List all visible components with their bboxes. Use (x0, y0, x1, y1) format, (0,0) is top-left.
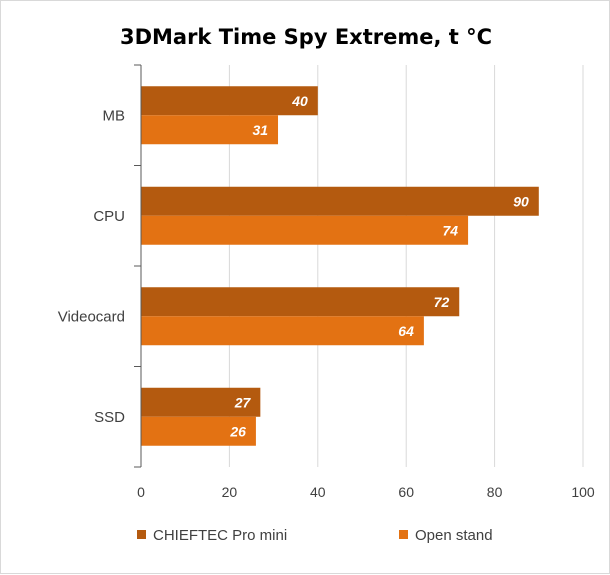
x-tick-label-60: 60 (398, 484, 414, 500)
legend-label-open-stand: Open stand (415, 527, 493, 544)
data-label-open-stand-mb: 31 (252, 122, 268, 138)
x-tick-label-100: 100 (571, 484, 595, 500)
bars (141, 86, 539, 446)
legend: CHIEFTEC Pro mini Open stand (137, 527, 493, 544)
data-label-chieftec-cpu: 90 (513, 193, 529, 209)
labels: 0 20 40 60 80 100 MB CPU Videocard SSD 40 90 72 27 31 7… (58, 93, 595, 500)
bar-open-stand-ssd (141, 416, 256, 446)
data-label-chieftec-mb: 40 (291, 93, 308, 109)
data-label-open-stand-videocard: 64 (398, 323, 414, 339)
axes (134, 64, 142, 468)
data-label-open-stand-cpu: 74 (443, 222, 459, 238)
x-tick-label-40: 40 (310, 484, 326, 500)
data-label-chieftec-ssd: 27 (234, 394, 252, 410)
x-tick-label-80: 80 (487, 484, 503, 500)
bar-chieftec-ssd (141, 387, 261, 417)
bar-open-stand-videocard (141, 316, 424, 346)
category-label-videocard: Videocard (58, 308, 125, 325)
category-label-mb: MB (103, 107, 126, 124)
legend-swatch-chieftec (137, 530, 146, 539)
bar-chieftec-mb (141, 86, 318, 116)
category-label-cpu: CPU (93, 208, 125, 225)
bar-chieftec-cpu (141, 186, 539, 216)
legend-label-chieftec: CHIEFTEC Pro mini (153, 527, 287, 544)
chart-title: 3DMark Time Spy Extreme, t °C (120, 25, 492, 49)
legend-swatch-open-stand (399, 530, 408, 539)
bar-open-stand-cpu (141, 215, 469, 245)
x-tick-label-0: 0 (137, 484, 145, 500)
gridlines (228, 65, 584, 467)
data-label-chieftec-videocard: 72 (434, 294, 450, 310)
bar-open-stand-mb (141, 115, 279, 145)
data-label-open-stand-ssd: 26 (229, 423, 246, 439)
x-tick-label-20: 20 (222, 484, 238, 500)
category-label-ssd: SSD (94, 409, 125, 426)
bar-chieftec-videocard (141, 287, 460, 317)
